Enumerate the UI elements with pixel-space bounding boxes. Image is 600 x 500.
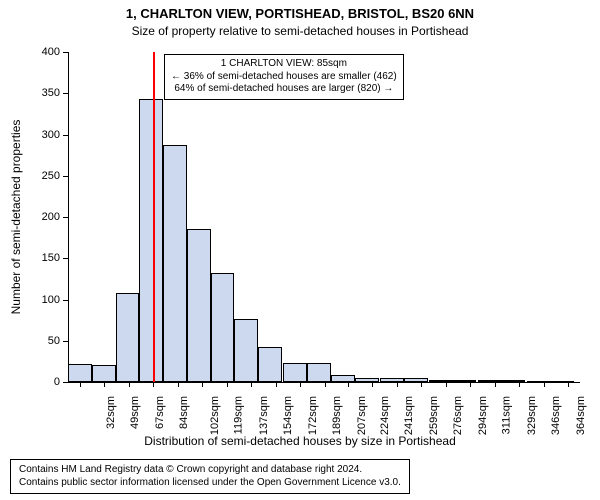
x-tick-label: 276sqm bbox=[452, 396, 464, 435]
x-tick bbox=[202, 382, 203, 387]
chart-subtitle: Size of property relative to semi-detach… bbox=[0, 24, 600, 38]
x-tick bbox=[446, 382, 447, 387]
x-tick bbox=[397, 382, 398, 387]
x-tick-label: 119sqm bbox=[232, 396, 244, 434]
x-tick-label: 346sqm bbox=[550, 396, 562, 435]
histogram-bar bbox=[187, 229, 211, 382]
chart-title: 1, CHARLTON VIEW, PORTISHEAD, BRISTOL, B… bbox=[0, 6, 600, 21]
x-tick bbox=[348, 382, 349, 387]
histogram-bar bbox=[92, 365, 116, 382]
y-tick bbox=[63, 52, 68, 53]
x-tick bbox=[129, 382, 130, 387]
histogram-bar bbox=[429, 380, 453, 382]
y-tick bbox=[63, 300, 68, 301]
x-tick-label: 294sqm bbox=[478, 396, 490, 435]
y-tick-label: 350 bbox=[28, 87, 60, 99]
histogram-bar bbox=[258, 347, 282, 382]
histogram-bar bbox=[355, 378, 379, 382]
histogram-bar bbox=[211, 273, 235, 382]
footer-line-1: Contains HM Land Registry data © Crown c… bbox=[19, 464, 401, 477]
x-tick bbox=[372, 382, 373, 387]
y-tick-label: 400 bbox=[28, 46, 60, 58]
x-axis-label: Distribution of semi-detached houses by … bbox=[0, 434, 600, 448]
histogram-bar bbox=[331, 375, 355, 382]
x-tick bbox=[153, 382, 154, 387]
x-tick-label: 189sqm bbox=[331, 396, 343, 435]
histogram-bar bbox=[453, 380, 477, 382]
histogram-bar bbox=[380, 378, 404, 382]
y-tick bbox=[63, 93, 68, 94]
histogram-bar bbox=[478, 380, 502, 382]
histogram-bar bbox=[502, 380, 526, 382]
histogram-bar bbox=[116, 293, 140, 382]
x-tick-label: 224sqm bbox=[380, 396, 392, 435]
x-tick bbox=[178, 382, 179, 387]
x-tick bbox=[251, 382, 252, 387]
histogram-bar bbox=[163, 145, 187, 382]
x-tick-label: 364sqm bbox=[575, 396, 587, 435]
x-tick-label: 84sqm bbox=[178, 396, 190, 429]
x-tick bbox=[470, 382, 471, 387]
x-tick-label: 102sqm bbox=[209, 396, 221, 435]
y-tick-label: 150 bbox=[28, 252, 60, 264]
x-tick-label: 137sqm bbox=[258, 396, 270, 435]
y-tick-label: 300 bbox=[28, 129, 60, 141]
x-tick-label: 329sqm bbox=[527, 396, 539, 435]
histogram-bar bbox=[527, 381, 551, 383]
histogram-bar bbox=[283, 363, 307, 382]
x-tick-label: 241sqm bbox=[403, 396, 415, 435]
annotation-box: 1 CHARLTON VIEW: 85sqm← 36% of semi-deta… bbox=[164, 54, 404, 100]
x-tick-label: 207sqm bbox=[356, 396, 368, 435]
y-tick-label: 0 bbox=[28, 376, 60, 388]
x-tick-label: 32sqm bbox=[105, 396, 117, 429]
x-tick-label: 172sqm bbox=[307, 396, 319, 435]
y-axis-label: Number of semi-detached properties bbox=[9, 120, 23, 315]
y-axis-line bbox=[68, 52, 69, 382]
annotation-line3: 64% of semi-detached houses are larger (… bbox=[171, 83, 397, 96]
x-tick bbox=[80, 382, 81, 387]
x-tick bbox=[276, 382, 277, 387]
x-tick bbox=[227, 382, 228, 387]
x-tick-label: 67sqm bbox=[154, 396, 166, 429]
plot-area: 05010015020025030035040032sqm49sqm67sqm8… bbox=[68, 52, 580, 382]
x-tick-label: 154sqm bbox=[282, 396, 294, 435]
footer-line-2: Contains public sector information licen… bbox=[19, 477, 401, 490]
x-tick bbox=[519, 382, 520, 387]
y-tick bbox=[63, 382, 68, 383]
x-tick-label: 49sqm bbox=[129, 396, 141, 429]
y-tick-label: 200 bbox=[28, 211, 60, 223]
chart-container: 1, CHARLTON VIEW, PORTISHEAD, BRISTOL, B… bbox=[0, 0, 600, 500]
x-tick bbox=[495, 382, 496, 387]
histogram-bar bbox=[551, 381, 575, 383]
y-tick bbox=[63, 341, 68, 342]
footer-attribution: Contains HM Land Registry data © Crown c… bbox=[10, 459, 410, 494]
histogram-bar bbox=[234, 319, 258, 382]
y-tick-label: 250 bbox=[28, 170, 60, 182]
x-tick bbox=[104, 382, 105, 387]
y-tick bbox=[63, 135, 68, 136]
y-tick-label: 100 bbox=[28, 294, 60, 306]
x-tick bbox=[325, 382, 326, 387]
histogram-bar bbox=[68, 364, 92, 382]
annotation-line2: ← 36% of semi-detached houses are smalle… bbox=[171, 71, 397, 84]
x-tick-label: 259sqm bbox=[429, 396, 441, 435]
x-tick bbox=[300, 382, 301, 387]
y-tick-label: 50 bbox=[28, 335, 60, 347]
y-tick bbox=[63, 258, 68, 259]
x-tick-label: 311sqm bbox=[501, 396, 513, 434]
subject-marker-line bbox=[153, 52, 155, 382]
histogram-bar bbox=[404, 378, 428, 382]
x-tick bbox=[421, 382, 422, 387]
y-tick bbox=[63, 217, 68, 218]
annotation-line1: 1 CHARLTON VIEW: 85sqm bbox=[171, 58, 397, 71]
histogram-bar bbox=[139, 99, 163, 382]
histogram-bar bbox=[307, 363, 331, 382]
y-tick bbox=[63, 176, 68, 177]
